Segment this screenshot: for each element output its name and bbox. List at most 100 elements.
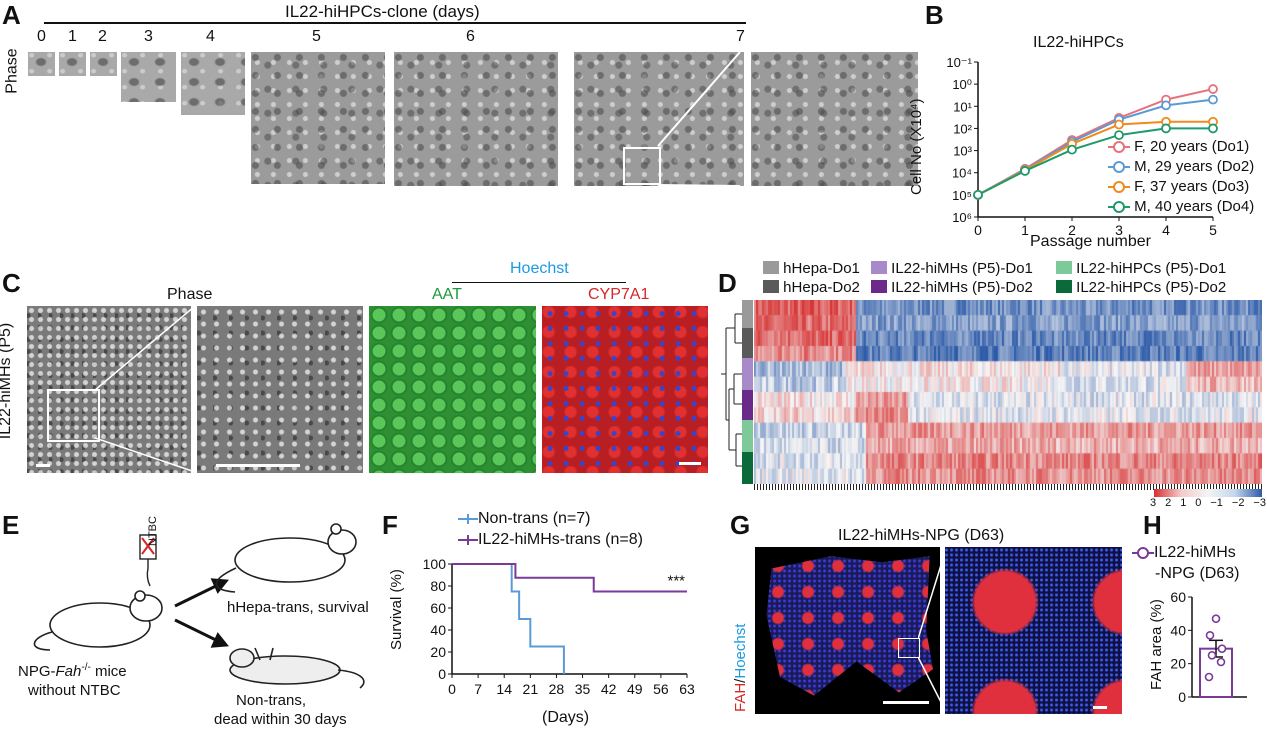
y-tick-label: 40 [430,622,446,638]
panel-b-title: IL22-hiHPCs [1033,34,1124,51]
day-label-3: 3 [144,28,153,45]
legend-d-item-3-text: IL22-hiMHs (P5)-Do1 [891,260,1033,277]
legend-b-item-2: M, 29 years (Do2) [1108,158,1254,178]
legend-b-item-1-text: F, 20 years (Do1) [1134,138,1250,155]
series-point [1067,144,1077,155]
panel-e-mouse-label: NPG-Fah-/- mice [18,662,127,680]
x-tick-label: 2 [1068,222,1076,238]
y-tick-label: 10⁰ [952,77,972,92]
x-tick-label: 35 [575,681,591,697]
micrograph-day-3 [121,52,176,102]
panel-e-outcome-bottom-2: dead within 30 days [214,711,347,728]
mouse-ntbc-icon [33,590,163,651]
panel-c-cyp-label: CYP7A1 [588,286,650,303]
legend-d-item-1: hHepa-Do1 [763,260,860,277]
y-tick-label: 80 [430,578,446,594]
day-label-7: 7 [736,28,745,45]
significance-label: *** [667,573,685,590]
mouse-dead-icon [229,647,365,689]
group-bar-mhs-do1 [742,358,753,390]
colorbar-tick: −3 [1253,497,1266,509]
panel-g-zoom-image [945,547,1122,714]
panel-e-outcome-bottom-1: Non-trans, [236,692,307,709]
panel-f-legend: Non-trans (n=7) IL22-hiMHs-trans (n=8) [458,510,643,552]
x-tick-label: 0 [974,222,982,238]
legend-f-item-1: Non-trans (n=7) [458,510,643,531]
panel-h-legend-text: IL22-hiMHs [1154,544,1236,561]
series-point [1114,119,1124,130]
panel-e-mouse-label-2: without NTBC [28,682,121,699]
series-point [1020,166,1030,176]
y-tick-label: 20 [1170,656,1186,672]
panel-c-phase-label: Phase [167,286,213,303]
group-bar-hpcs-do1 [742,420,753,452]
panel-b-xlabel: Passage number [1030,233,1151,250]
panel-d-colorbar-ticks: 3 2 1 0 −1 −2 −3 [1150,497,1266,511]
panel-c-label: C [2,268,21,298]
ntbc-bottle-icon [139,534,157,587]
panel-c-aat-image [369,306,536,473]
legend-d-item-6-text: IL22-hiHPCs (P5)-Do2 [1076,279,1227,296]
panel-h-legend-line2: -NPG (D63) [1155,565,1240,582]
data-point [1216,657,1226,667]
legend-d-item-5: IL22-hiHPCs (P5)-Do1 [1056,260,1226,277]
legend-f-item-2: IL22-hiMHs-trans (n=8) [458,531,643,552]
x-tick-label: 0 [448,681,456,697]
liver-section-image [766,556,933,696]
arrows-icon [174,578,229,648]
mouse-label-part: NPG- [18,663,56,680]
mouse-label-sup: -/- [81,662,91,673]
legend-f-item-1-text: Non-trans (n=7) [478,510,591,527]
panel-b-label: B [925,0,944,30]
panel-c-zoom-lines [95,306,196,473]
survival-curve-2 [452,563,687,593]
day-label-4: 4 [206,28,215,45]
colorbar-tick: 1 [1180,497,1187,509]
colorbar-tick: −2 [1231,497,1245,509]
panel-f-xlabel: (Days) [542,709,590,726]
panel-g-title: IL22-hiMHs-NPG (D63) [838,527,1005,544]
series-line-4 [977,127,1213,196]
data-point [1207,651,1217,660]
group-bar-hhepa-do1 [742,300,753,328]
micrograph-day-4 [181,52,245,115]
day-label-5: 5 [312,28,321,45]
panel-c-scalebar-2 [216,464,300,467]
micrograph-day-1 [59,52,86,76]
panel-d-heatmap [754,300,1262,484]
series-point [1161,100,1171,111]
panel-c-phase-zoom-image [197,306,363,473]
y-tick-label: 60 [430,600,446,616]
x-tick-label: 49 [627,681,643,697]
panel-g-scalebar-2 [1093,706,1107,709]
x-tick-label: 1 [1021,222,1029,238]
side-label-sep: / [732,678,749,683]
x-tick-label: 14 [496,681,512,697]
panel-a-header: IL22-hiHPCs-clone (days) [285,2,480,21]
y-tick-label: 10⁻¹ [946,55,972,70]
micrograph-day-6 [394,52,558,186]
mouse-label-part: mice [90,663,127,680]
group-bar-hhepa-do2 [742,328,753,358]
legend-b-item-4: M, 40 years (Do4) [1108,198,1254,218]
legend-b-item-3: F, 37 years (Do3) [1108,178,1254,198]
series-point [1161,123,1171,134]
survival-curve-1 [452,563,565,674]
colorbar-tick: 0 [1195,497,1202,509]
x-tick-label: 21 [523,681,539,697]
mouse-label-gene: Fah [55,663,82,680]
panel-g-zoom-box [898,638,920,658]
panel-g-label: G [730,510,751,540]
y-tick-label: 0 [438,666,446,682]
legend-d-item-2-text: hHepa-Do2 [783,279,860,296]
series-point [1208,123,1218,134]
panel-c-aat-label: AAT [432,286,462,303]
panel-d-colorbar [1154,489,1262,497]
side-label-hoechst: Hoechst [732,623,749,679]
panel-b-legend: F, 20 years (Do1) M, 29 years (Do2) F, 3… [1108,138,1254,218]
panel-g-side-label: FAH/Hoechst [732,624,749,712]
y-tick-label: 10⁴ [952,166,972,181]
panel-f-label: F [382,510,398,540]
colorbar-tick: 2 [1165,497,1172,509]
